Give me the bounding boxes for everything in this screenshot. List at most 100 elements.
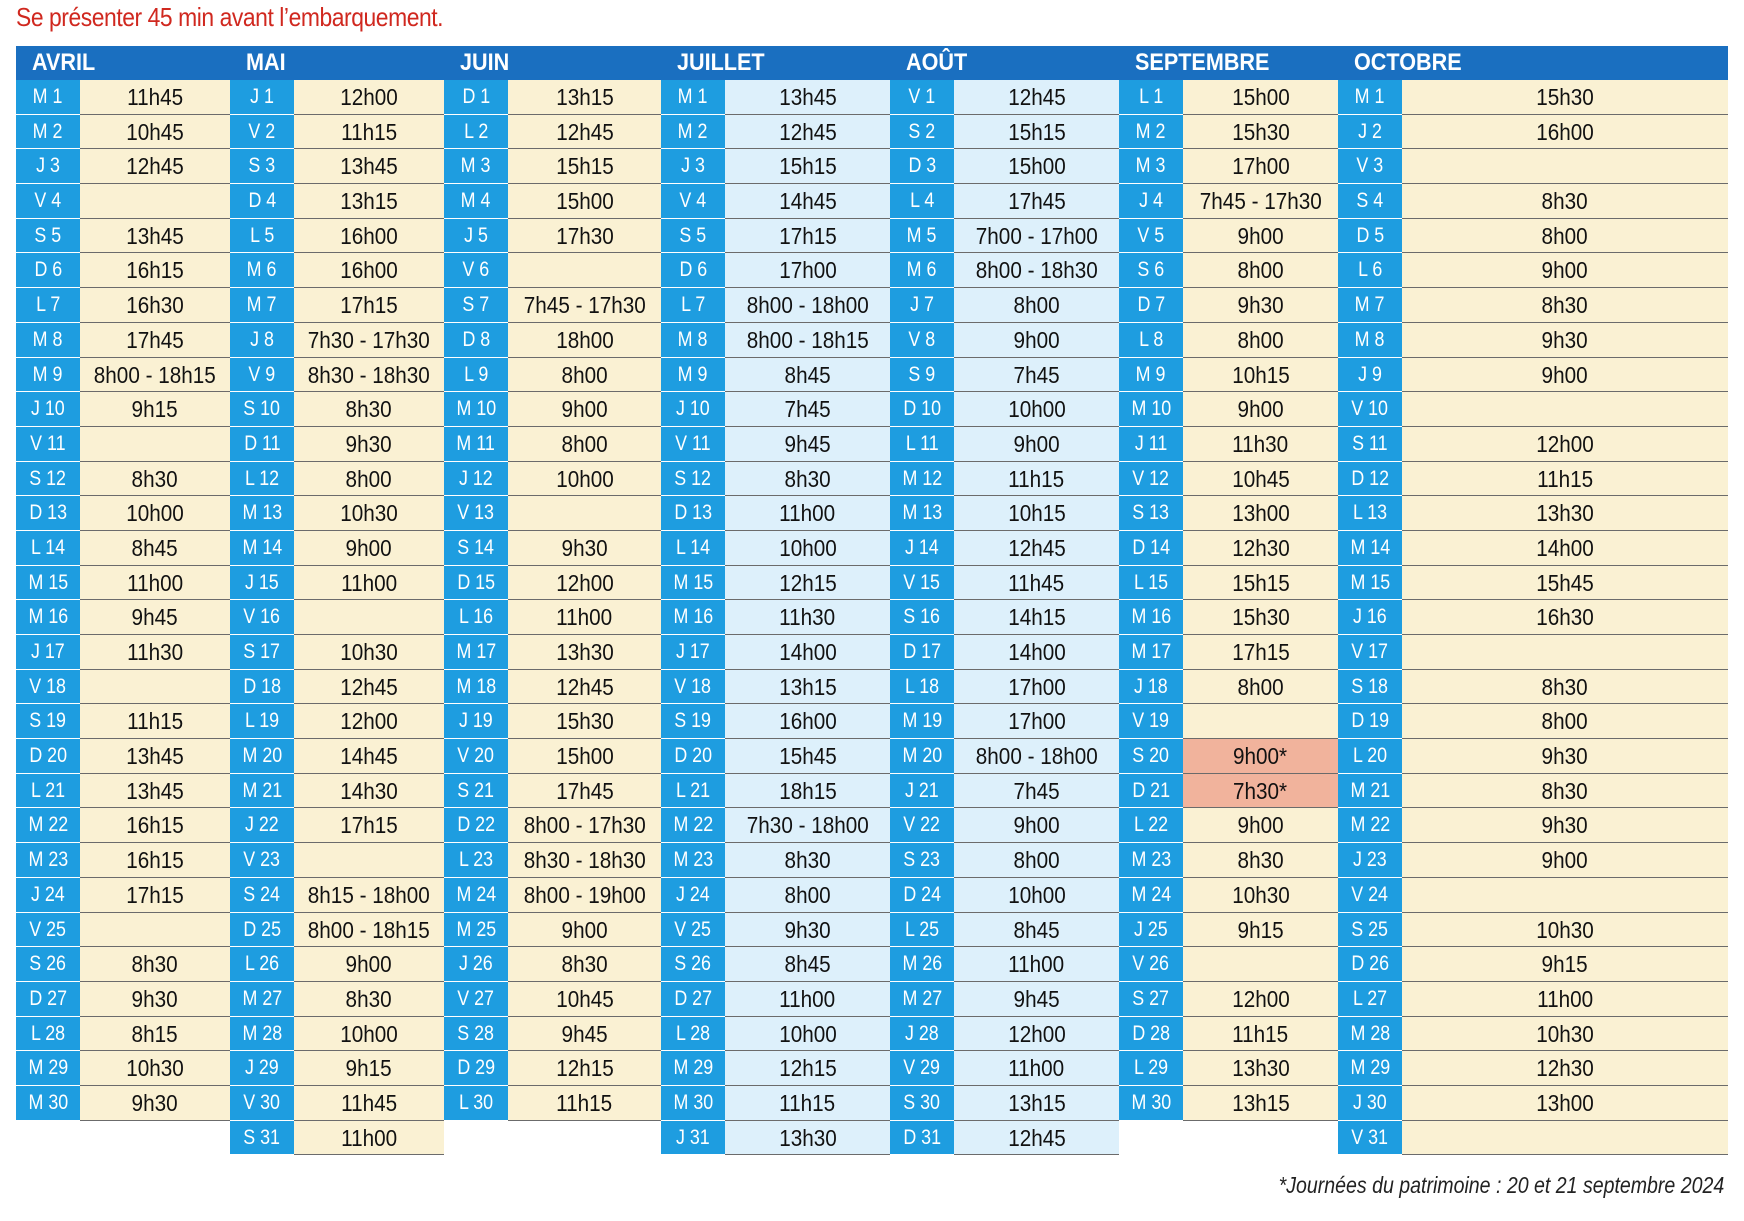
day-label: V 11 xyxy=(661,426,725,462)
departure-time: 13h00 xyxy=(1402,1085,1728,1121)
schedule-row: J 22 17h15 xyxy=(230,808,444,844)
departure-time: 11h00 xyxy=(954,1051,1119,1086)
day-label: M 20 xyxy=(230,739,294,774)
departure-time: 12h30 xyxy=(1402,1051,1728,1086)
day-label: J 29 xyxy=(230,1051,294,1086)
departure-time: 11h30 xyxy=(1183,426,1338,462)
departure-time: 11h15 xyxy=(1183,1016,1338,1052)
schedule-row: M 23 16h15 xyxy=(16,843,230,878)
departure-time: 10h00 xyxy=(508,461,661,497)
departure-time: 10h30 xyxy=(1402,912,1728,948)
departure-time: 11h45 xyxy=(954,565,1119,601)
schedule-row: S 17 10h30 xyxy=(230,635,444,670)
day-label: V 16 xyxy=(230,600,294,635)
schedule-row: S 7 7h45 - 17h30 xyxy=(444,288,661,323)
schedule-row: M 3 17h00 xyxy=(1119,149,1338,185)
day-label: V 12 xyxy=(1119,461,1183,497)
departure-time: 12h00 xyxy=(1402,426,1728,462)
schedule-row: V 27 10h45 xyxy=(444,981,661,1017)
day-label: D 27 xyxy=(661,981,725,1017)
departure-time: 16h00 xyxy=(1402,114,1728,150)
departure-time: 16h30 xyxy=(1402,600,1728,635)
day-label: J 25 xyxy=(1119,912,1183,948)
schedule-row: M 8 9h30 xyxy=(1338,322,1728,358)
schedule-row: M 17 17h15 xyxy=(1119,635,1338,670)
departure-time xyxy=(508,253,661,289)
schedule-row: V 11 xyxy=(16,426,230,462)
schedule-row: J 29 9h15 xyxy=(230,1051,444,1086)
departure-time: 7h45 xyxy=(954,357,1119,393)
day-label: D 12 xyxy=(1338,461,1402,497)
schedule-row: M 20 8h00 - 18h00 xyxy=(890,739,1119,774)
schedule-row: M 30 9h30 xyxy=(16,1085,230,1121)
day-label: D 14 xyxy=(1119,530,1183,566)
schedule-row: S 5 17h15 xyxy=(661,218,890,254)
schedule-row: D 20 15h45 xyxy=(661,739,890,774)
schedule-row: J 19 15h30 xyxy=(444,704,661,740)
day-label: J 22 xyxy=(230,808,294,844)
schedule-row: M 10 9h00 xyxy=(1119,392,1338,427)
day-label: S 6 xyxy=(1119,253,1183,289)
schedule-row: L 13 13h30 xyxy=(1338,496,1728,531)
departure-time: 11h15 xyxy=(954,461,1119,497)
day-label: M 8 xyxy=(661,322,725,358)
departure-time: 14h00 xyxy=(954,635,1119,670)
day-label: S 25 xyxy=(1338,912,1402,948)
day-label: L 1 xyxy=(1119,80,1183,115)
day-label: M 10 xyxy=(444,392,508,427)
day-label: M 7 xyxy=(230,288,294,323)
day-label: M 15 xyxy=(16,565,80,601)
day-label: V 2 xyxy=(230,114,294,150)
departure-time: 11h00 xyxy=(80,565,230,601)
schedule-row: J 26 8h30 xyxy=(444,947,661,982)
month-name: AVRIL xyxy=(32,49,96,76)
schedule-row: L 21 18h15 xyxy=(661,773,890,809)
schedule-row: V 18 13h15 xyxy=(661,669,890,705)
day-label: V 17 xyxy=(1338,635,1402,670)
schedule-row: D 18 12h45 xyxy=(230,669,444,705)
schedule-row: J 23 9h00 xyxy=(1338,843,1728,878)
schedule-row: L 1 15h00 xyxy=(1119,80,1338,115)
schedule-row: L 6 9h00 xyxy=(1338,253,1728,289)
departure-time xyxy=(508,496,661,531)
day-label: S 16 xyxy=(890,600,954,635)
day-label: J 7 xyxy=(890,288,954,323)
departure-time: 9h00 xyxy=(1402,253,1728,289)
day-label: M 15 xyxy=(661,565,725,601)
departure-time: 8h00 xyxy=(508,357,661,393)
day-label: D 13 xyxy=(661,496,725,531)
day-label: J 14 xyxy=(890,530,954,566)
departure-time: 10h00 xyxy=(294,1016,444,1052)
day-label: D 1 xyxy=(444,80,508,115)
month-header: SEPTEMBRE xyxy=(1119,46,1338,80)
day-label: S 9 xyxy=(890,357,954,393)
month-name: AOÛT xyxy=(906,49,968,76)
day-label: S 17 xyxy=(230,635,294,670)
schedule-row: J 24 17h15 xyxy=(16,877,230,913)
departure-time: 14h00 xyxy=(1402,530,1728,566)
schedule-row: M 22 16h15 xyxy=(16,808,230,844)
schedule-row: S 18 8h30 xyxy=(1338,669,1728,705)
day-label: M 23 xyxy=(661,843,725,878)
day-label: V 19 xyxy=(1119,704,1183,740)
schedule-row: S 14 9h30 xyxy=(444,530,661,566)
schedule-row: M 8 8h00 - 18h15 xyxy=(661,322,890,358)
schedule-row: L 23 8h30 - 18h30 xyxy=(444,843,661,878)
departure-time: 7h45 xyxy=(954,773,1119,809)
schedule-row: J 31 13h30 xyxy=(661,1120,890,1156)
day-label: S 2 xyxy=(890,114,954,150)
departure-time: 8h30 xyxy=(1183,843,1338,878)
schedule-row: L 16 11h00 xyxy=(444,600,661,635)
departure-time: 13h15 xyxy=(294,184,444,219)
month-name: SEPTEMBRE xyxy=(1135,49,1270,76)
day-label: V 4 xyxy=(661,184,725,219)
day-label: S 27 xyxy=(1119,981,1183,1017)
day-label: D 10 xyxy=(890,392,954,427)
schedule-row: J 2 16h00 xyxy=(1338,114,1728,150)
schedule-row: L 27 11h00 xyxy=(1338,981,1728,1017)
day-label: L 21 xyxy=(16,773,80,809)
day-label: V 24 xyxy=(1338,877,1402,913)
day-label: M 10 xyxy=(1119,392,1183,427)
day-label: V 29 xyxy=(890,1051,954,1086)
